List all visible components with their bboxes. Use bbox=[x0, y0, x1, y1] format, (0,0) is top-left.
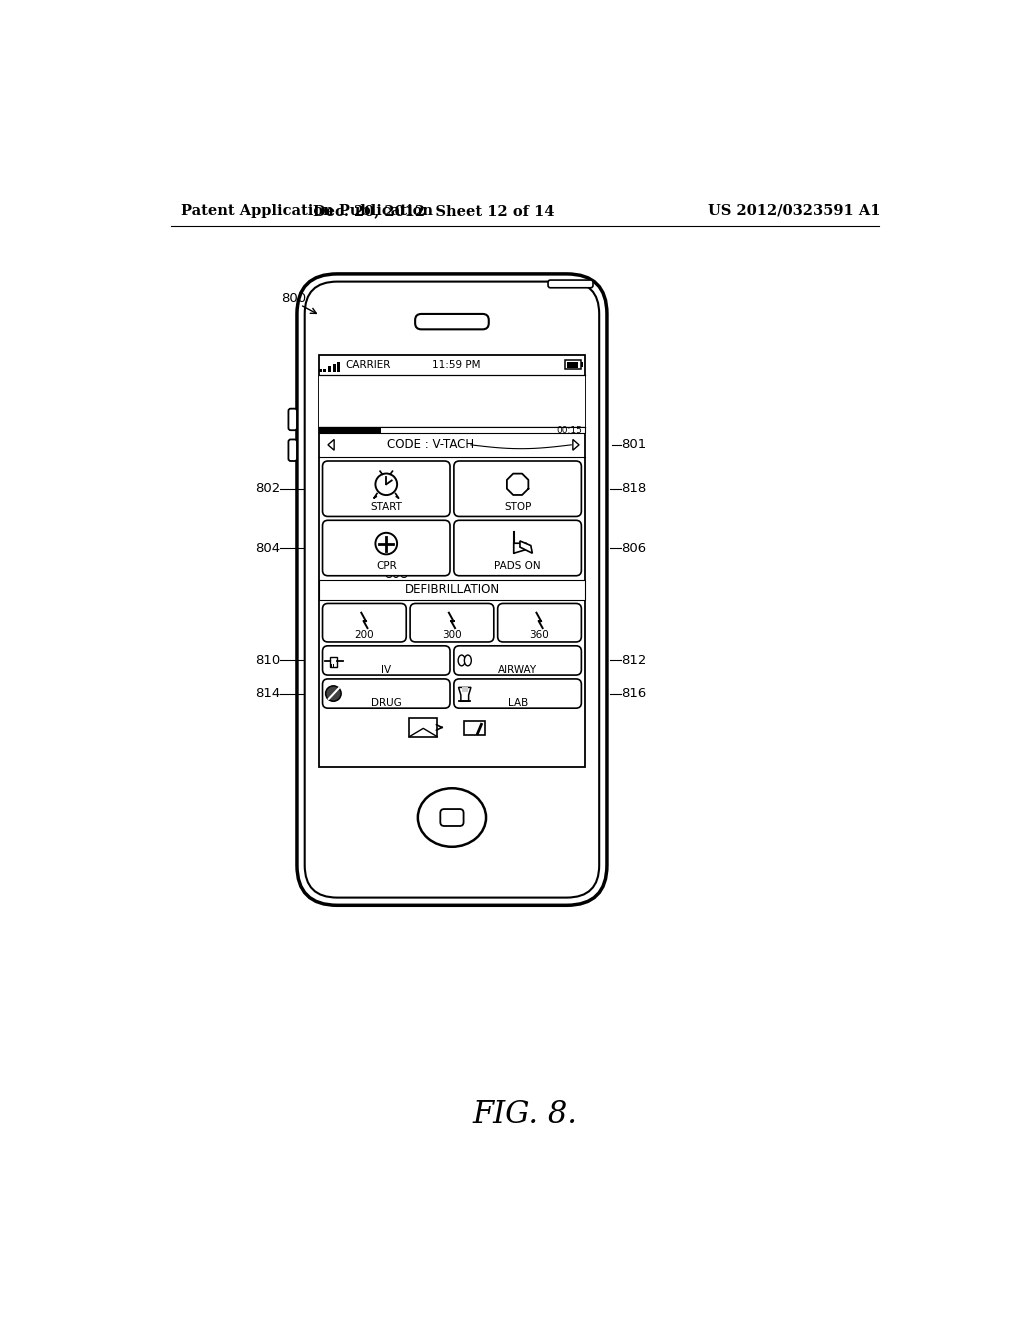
FancyBboxPatch shape bbox=[323, 678, 450, 708]
Polygon shape bbox=[459, 688, 471, 701]
FancyBboxPatch shape bbox=[323, 645, 450, 675]
FancyBboxPatch shape bbox=[305, 281, 599, 898]
Bar bbox=[566, 362, 579, 368]
Text: 800: 800 bbox=[281, 292, 306, 305]
FancyBboxPatch shape bbox=[454, 678, 582, 708]
Text: 11:59 PM: 11:59 PM bbox=[431, 360, 480, 370]
Text: CODE : V-TACH: CODE : V-TACH bbox=[387, 438, 474, 451]
FancyBboxPatch shape bbox=[323, 461, 450, 516]
Bar bbox=[318, 579, 586, 599]
FancyBboxPatch shape bbox=[323, 520, 450, 576]
FancyBboxPatch shape bbox=[323, 603, 407, 642]
FancyBboxPatch shape bbox=[410, 603, 494, 642]
Text: 00:15: 00:15 bbox=[556, 426, 583, 434]
Text: 801: 801 bbox=[621, 438, 646, 451]
Polygon shape bbox=[464, 721, 485, 735]
Bar bbox=[319, 368, 322, 372]
Bar bbox=[330, 656, 337, 667]
Polygon shape bbox=[520, 541, 532, 553]
Bar bbox=[333, 364, 336, 372]
Text: 818: 818 bbox=[621, 482, 646, 495]
Circle shape bbox=[326, 686, 341, 701]
Text: FIG. 8.: FIG. 8. bbox=[472, 1100, 578, 1130]
Text: AIRWAY: AIRWAY bbox=[498, 665, 538, 675]
Text: IV: IV bbox=[381, 665, 391, 675]
Bar bbox=[565, 360, 581, 370]
Text: 360: 360 bbox=[529, 631, 550, 640]
Text: START: START bbox=[371, 502, 402, 512]
Bar bbox=[318, 375, 586, 428]
Text: 816: 816 bbox=[621, 686, 646, 700]
Text: 200: 200 bbox=[354, 631, 374, 640]
Text: 810: 810 bbox=[255, 653, 280, 667]
Text: 808: 808 bbox=[384, 569, 408, 582]
Ellipse shape bbox=[418, 788, 486, 847]
Polygon shape bbox=[328, 440, 334, 450]
Text: CPR: CPR bbox=[376, 561, 396, 572]
Bar bbox=[328, 367, 331, 372]
FancyBboxPatch shape bbox=[289, 409, 297, 430]
Bar bbox=[462, 688, 468, 692]
Text: 814: 814 bbox=[255, 686, 280, 700]
Ellipse shape bbox=[464, 655, 471, 665]
FancyBboxPatch shape bbox=[548, 280, 593, 288]
Bar bbox=[318, 428, 381, 433]
Bar bbox=[581, 363, 583, 367]
FancyBboxPatch shape bbox=[454, 645, 582, 675]
Bar bbox=[337, 362, 340, 372]
Text: CARRIER: CARRIER bbox=[346, 360, 391, 370]
FancyBboxPatch shape bbox=[289, 440, 297, 461]
Text: PADS ON: PADS ON bbox=[495, 561, 541, 572]
Text: Patent Application Publication: Patent Application Publication bbox=[180, 203, 433, 218]
Ellipse shape bbox=[458, 655, 465, 665]
Text: 802: 802 bbox=[255, 482, 280, 495]
Bar bbox=[318, 428, 586, 433]
Text: 300: 300 bbox=[442, 631, 462, 640]
Text: 806: 806 bbox=[621, 541, 646, 554]
Text: DEFIBRILLATION: DEFIBRILLATION bbox=[404, 583, 500, 597]
Text: 812: 812 bbox=[621, 653, 646, 667]
Text: STOP: STOP bbox=[504, 502, 531, 512]
Text: LAB: LAB bbox=[508, 698, 527, 709]
FancyBboxPatch shape bbox=[498, 603, 582, 642]
Bar bbox=[324, 368, 327, 372]
FancyBboxPatch shape bbox=[297, 275, 607, 906]
Bar bbox=[410, 718, 437, 737]
FancyBboxPatch shape bbox=[454, 461, 582, 516]
Text: US 2012/0323591 A1: US 2012/0323591 A1 bbox=[708, 203, 881, 218]
Text: DRUG: DRUG bbox=[371, 698, 401, 709]
FancyBboxPatch shape bbox=[415, 314, 488, 330]
Polygon shape bbox=[514, 544, 529, 553]
FancyBboxPatch shape bbox=[454, 520, 582, 576]
Text: Dec. 20, 2012  Sheet 12 of 14: Dec. 20, 2012 Sheet 12 of 14 bbox=[313, 203, 555, 218]
Bar bbox=[318, 355, 586, 767]
FancyBboxPatch shape bbox=[440, 809, 464, 826]
Polygon shape bbox=[572, 440, 579, 450]
Text: 804: 804 bbox=[255, 541, 280, 554]
